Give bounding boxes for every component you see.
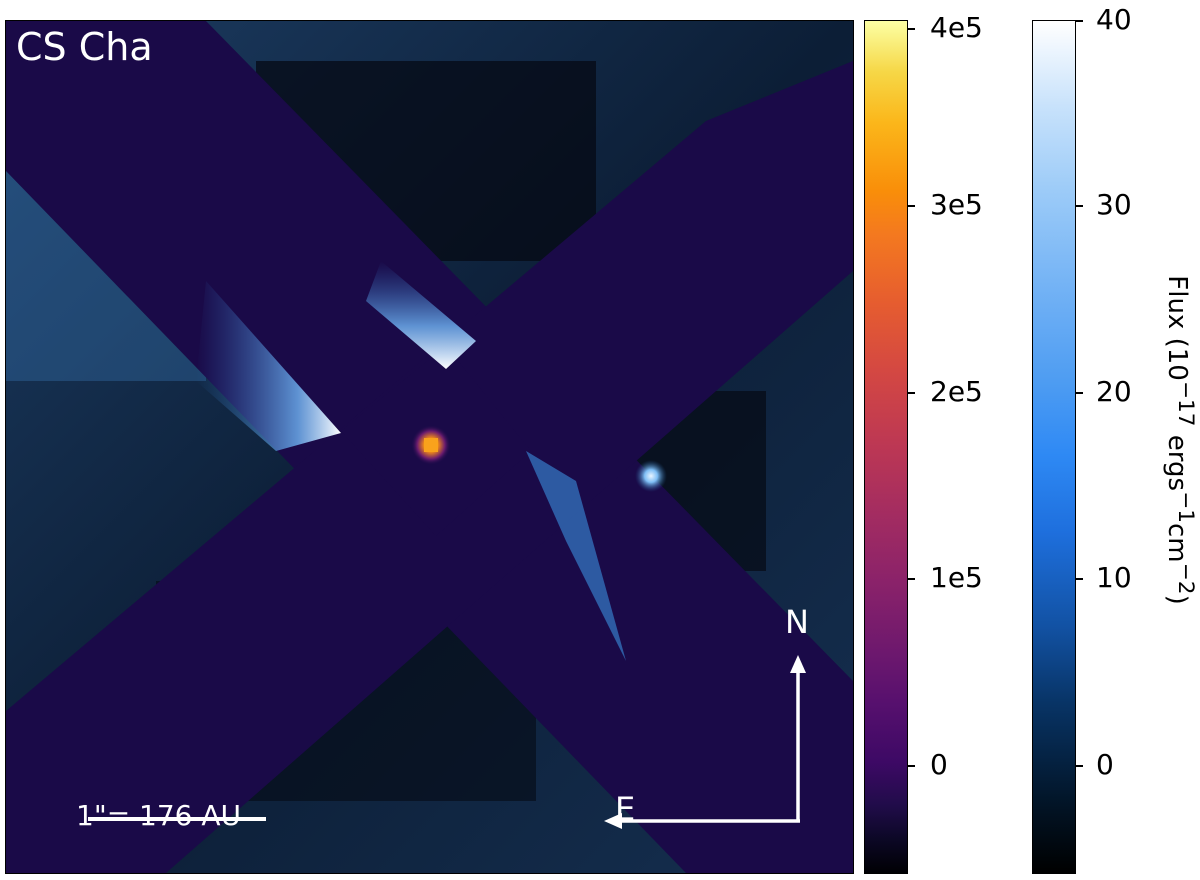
image-canvas	[6, 21, 853, 873]
scale-bar-label: 1"= 176 AU	[76, 799, 242, 832]
flux-cbar-tick-label: 0	[1096, 748, 1114, 781]
companion-source	[635, 460, 667, 492]
flux-cbar-tick	[1075, 765, 1083, 767]
flux-cbar-tick-label: 40	[1096, 3, 1132, 36]
flux-title-ergs: ergs	[1162, 426, 1193, 492]
flux-colorbar-title: Flux (10−17 ergs−1cm−2)	[1162, 275, 1198, 604]
left-flare	[196, 281, 341, 451]
compass-east-label: E	[615, 790, 636, 828]
flux-title-exponent: −17	[1172, 380, 1198, 427]
scale-bar	[88, 817, 266, 821]
star-cbar-tick-label: 2e5	[930, 375, 983, 408]
central-star	[424, 438, 438, 452]
star-cbar-tick	[907, 392, 915, 394]
compass-north-label: N	[785, 603, 809, 641]
flux-cbar-tick-label: 20	[1096, 375, 1132, 408]
flux-cbar-tick	[1075, 20, 1083, 22]
object-name: CS Cha	[16, 25, 153, 69]
star-cbar-tick	[907, 765, 915, 767]
observation-image: CS Cha 1"= 176 AU N E	[5, 20, 854, 874]
flux-cbar-tick	[1075, 205, 1083, 207]
flux-title-exponent: −1	[1172, 491, 1198, 524]
flux-title-suffix: )	[1162, 594, 1193, 605]
flux-cbar-tick	[1075, 392, 1083, 394]
star-cbar-tick-label: 0	[930, 748, 948, 781]
compass-east-arrowhead	[604, 813, 622, 829]
star-colorbar	[864, 20, 908, 874]
flux-title-prefix: Flux (10	[1162, 275, 1193, 381]
star-cbar-tick-label: 3e5	[930, 188, 983, 221]
compass-north-arrowhead	[790, 655, 806, 673]
flux-cbar-tick-label: 10	[1096, 561, 1132, 594]
right-edge-glow	[526, 451, 626, 661]
star-cbar-tick-label: 4e5	[930, 11, 983, 44]
star-cbar-tick-label: 1e5	[930, 561, 983, 594]
star-cbar-tick	[907, 205, 915, 207]
flux-cbar-tick	[1075, 578, 1083, 580]
flux-title-cm: cm	[1162, 523, 1193, 563]
top-flare	[366, 261, 476, 369]
star-cbar-tick	[907, 28, 915, 30]
flux-cbar-tick-label: 30	[1096, 188, 1132, 221]
flux-title-exponent: −2	[1172, 562, 1198, 595]
star-cbar-tick	[907, 578, 915, 580]
flux-colorbar	[1032, 20, 1076, 874]
